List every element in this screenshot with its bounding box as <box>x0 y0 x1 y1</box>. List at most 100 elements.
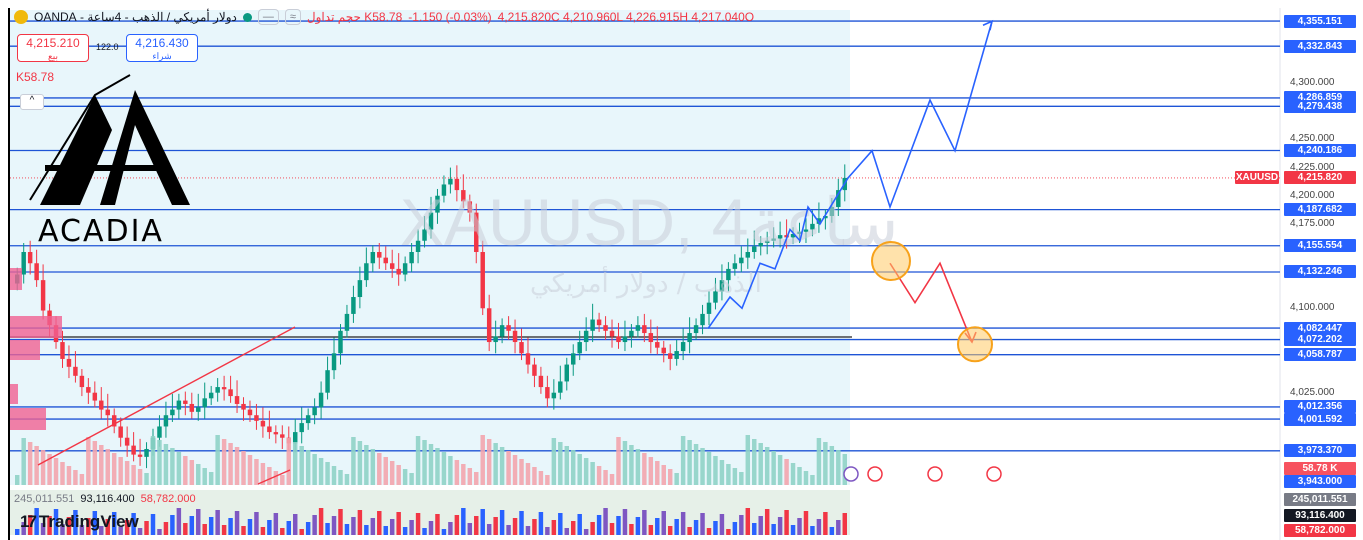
compare-button[interactable]: ≈ <box>284 9 301 25</box>
candle-body <box>590 319 595 331</box>
candle-body <box>144 448 149 457</box>
volume-bar <box>797 467 802 485</box>
volume-pane-bar <box>642 510 647 535</box>
y-tick-label: 4,225.000 <box>1290 161 1335 173</box>
level-price-label[interactable]: 4,332.843 <box>1284 39 1356 53</box>
volume-pane-bar <box>480 509 485 535</box>
candle-body <box>338 330 343 354</box>
volume-pane-bar <box>616 516 621 535</box>
volume-pane-bar <box>402 527 408 535</box>
volume-axis-label[interactable]: 245,011.551 <box>1284 492 1356 506</box>
volume-bar <box>506 451 511 485</box>
volume-bar <box>105 449 110 485</box>
sell-price: 4,215.210 <box>26 36 80 50</box>
candle-body <box>351 297 356 314</box>
volume-bar <box>312 454 317 485</box>
candle-body <box>512 330 518 343</box>
volume-pane-bar <box>784 510 789 535</box>
volume-tag-label[interactable]: 58.78 K <box>1284 461 1356 475</box>
level-price-label[interactable]: 4,058.787 <box>1284 348 1356 362</box>
volume-bar <box>409 473 414 485</box>
volume-pane-bar <box>519 511 524 535</box>
level-price-label[interactable]: 3,973.370 <box>1284 444 1356 458</box>
volume-bar <box>144 473 149 485</box>
volume-bar <box>305 450 311 485</box>
volume-pane-bar <box>27 515 33 535</box>
volume-bar <box>234 447 240 485</box>
candle-body <box>538 375 544 388</box>
volume-profile-block <box>10 268 22 290</box>
candle-body <box>86 387 91 393</box>
volume-pane-bar <box>777 517 783 535</box>
volume-bar <box>92 441 98 485</box>
volume-bar <box>396 465 401 485</box>
bottom-level-label[interactable]: 3,943.000 <box>1284 474 1356 488</box>
volume-axis-label[interactable]: 93,116.400 <box>1284 508 1356 522</box>
level-price-label[interactable]: 4,355.151 <box>1284 14 1356 28</box>
candle-body <box>435 195 440 213</box>
projected-bearish-path <box>889 261 973 343</box>
volume-bar <box>558 442 563 485</box>
level-price-label[interactable]: 4,001.592 <box>1284 412 1356 426</box>
volume-pane-bar <box>196 509 201 535</box>
tradingview-logo[interactable]: 17 TradingView <box>20 512 139 532</box>
volume-pane-bar <box>454 515 460 535</box>
candle-body <box>823 215 828 219</box>
level-price-label[interactable]: 4,155.554 <box>1284 239 1356 253</box>
collapse-button[interactable]: ^ <box>20 94 44 110</box>
level-price-label[interactable]: 4,072.202 <box>1284 333 1356 347</box>
level-price-label[interactable]: 4,132.246 <box>1284 265 1356 279</box>
volume-pane-bar <box>325 523 330 535</box>
level-price-label[interactable]: 4,187.682 <box>1284 203 1356 217</box>
symbol-price-tag: XAUUSD <box>1235 171 1279 185</box>
candle-body <box>409 252 414 264</box>
candle-body <box>745 252 751 258</box>
candle-body <box>674 351 679 359</box>
volume-bar <box>228 443 233 485</box>
bullish-arrow-head <box>982 19 994 31</box>
volume-pane-bar <box>344 524 350 535</box>
volume-bar <box>383 457 388 485</box>
volume-pane-bar <box>790 525 796 535</box>
candle-body <box>422 229 427 241</box>
volume-pane-bar <box>389 519 395 535</box>
sell-button[interactable]: 4,215.210 بيع <box>17 34 89 62</box>
volume-pane-bar <box>305 522 311 535</box>
last-price-label[interactable]: 4,215.820 <box>1284 171 1356 185</box>
volume-bar <box>655 461 660 485</box>
volume-bar <box>260 463 266 485</box>
candle-body <box>609 330 615 337</box>
buy-label: شراء <box>152 51 172 61</box>
candle-body <box>764 240 770 243</box>
level-price-label[interactable]: 4,240.186 <box>1284 143 1356 157</box>
volume-bar <box>73 470 78 485</box>
volume-bar <box>247 455 253 485</box>
volume-pane-bar <box>260 527 266 535</box>
level-price-label[interactable]: 4,082.447 <box>1284 321 1356 335</box>
volume-pane-bar <box>661 511 666 535</box>
volume-pane-bar <box>842 513 847 535</box>
minimize-button[interactable]: — <box>257 9 279 25</box>
volume-pane-bar <box>124 520 130 535</box>
volume-bar <box>208 472 214 485</box>
candle-body <box>105 409 110 416</box>
candle-body <box>428 212 434 230</box>
volume-bar <box>642 453 647 485</box>
volume-pane-bar <box>551 520 557 535</box>
candle-body <box>293 432 298 444</box>
volume-bar <box>389 461 395 485</box>
volume-pane-bar <box>144 521 149 535</box>
volume-pane-bar <box>86 518 91 535</box>
volume-profile-block <box>10 408 46 430</box>
level-price-label[interactable]: 4,279.438 <box>1284 99 1356 113</box>
volume-bar <box>111 453 117 485</box>
volume-axis-label[interactable]: 58,782.000 <box>1284 523 1356 537</box>
volume-pane-bar <box>493 517 498 535</box>
volume-bar <box>86 437 91 485</box>
symbol-title[interactable]: دولار أمريكي / الذهب - 4ساعة - OANDA <box>34 10 237 24</box>
buy-button[interactable]: 4,216.430 شراء <box>126 34 198 62</box>
volume-pane-bar <box>383 526 388 535</box>
level-price-label[interactable]: 4,012.356 <box>1284 400 1356 414</box>
